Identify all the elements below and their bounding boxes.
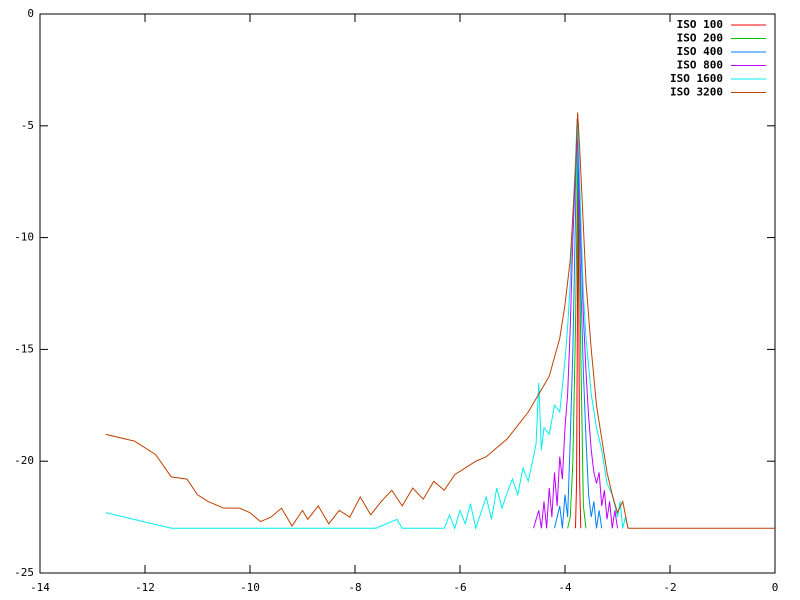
x-tick-label: -2 <box>663 581 676 594</box>
y-tick-label: -15 <box>14 342 34 355</box>
y-tick-label: 0 <box>27 7 34 20</box>
y-tick-label: -10 <box>14 231 34 244</box>
legend-label: ISO 1600 <box>670 72 723 85</box>
x-tick-label: -10 <box>240 581 260 594</box>
y-tick-label: -5 <box>21 119 34 132</box>
legend-label: ISO 100 <box>677 18 723 31</box>
y-tick-label: -20 <box>14 454 34 467</box>
y-tick-label: -25 <box>14 566 34 579</box>
legend-label: ISO 200 <box>677 32 723 45</box>
x-tick-label: -12 <box>135 581 155 594</box>
legend-label: ISO 400 <box>677 45 723 58</box>
legend-label: ISO 3200 <box>670 86 723 99</box>
x-tick-label: -6 <box>453 581 466 594</box>
plot-frame <box>39 13 776 574</box>
x-tick-label: -4 <box>558 581 572 594</box>
series-line <box>105 121 629 531</box>
series-line <box>554 119 603 529</box>
x-tick-label: 0 <box>772 581 779 594</box>
x-tick-label: -8 <box>348 581 361 594</box>
x-tick-label: -14 <box>30 581 50 594</box>
legend-label: ISO 800 <box>677 59 723 72</box>
series-line <box>105 112 775 529</box>
